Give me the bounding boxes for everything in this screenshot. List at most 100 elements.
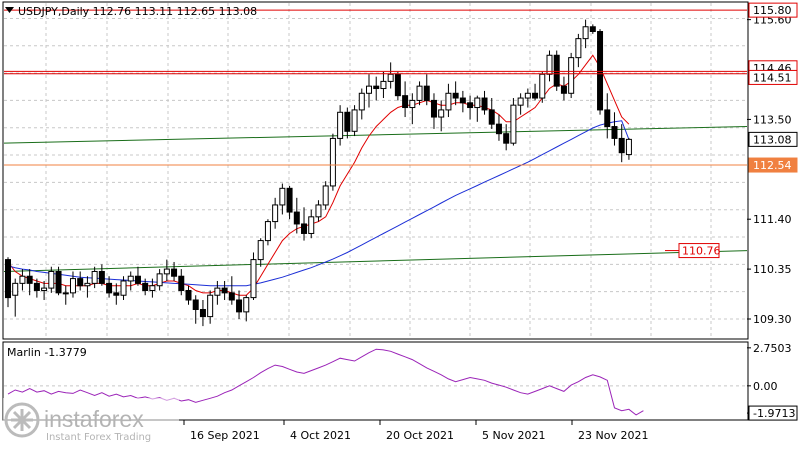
candle <box>416 81 423 106</box>
candle <box>337 105 344 146</box>
brand-tagline: Instant Forex Trading <box>46 432 151 443</box>
price-tick-label: 110.35 <box>753 263 792 276</box>
time-axis: 16 Sep 2021 4 Oct 2021 20 Oct 2021 5 Nov 20… <box>183 420 648 442</box>
candle <box>134 266 141 286</box>
candle <box>366 74 372 108</box>
candle <box>48 266 55 293</box>
candle <box>185 285 192 305</box>
candle <box>452 81 459 106</box>
candle <box>409 93 416 125</box>
candle <box>120 276 127 300</box>
svg-text:113.08: 113.08 <box>753 133 792 146</box>
main-pane-frame <box>2 1 749 340</box>
candle <box>279 183 286 215</box>
candle <box>575 33 582 68</box>
candle <box>459 90 466 113</box>
svg-text:115.80: 115.80 <box>753 4 792 17</box>
brand-name: instaforex <box>44 406 144 432</box>
date-tick-label: 4 Oct 2021 <box>290 429 351 442</box>
candle <box>127 271 134 291</box>
price-tick-label: 109.30 <box>753 313 792 326</box>
candle <box>257 238 264 267</box>
candle <box>329 133 336 191</box>
candle <box>149 278 156 298</box>
candle <box>495 114 502 141</box>
instaforex-logo-icon <box>4 402 40 438</box>
oscillator-tick-label: 2.7503 <box>753 342 792 355</box>
candle <box>611 112 618 146</box>
date-tick-label: 23 Nov 2021 <box>578 429 648 442</box>
svg-text:114.51: 114.51 <box>753 71 792 84</box>
oscillator: 2.7503 0.00 -1.9713 <box>7 342 798 421</box>
candle <box>402 81 409 118</box>
price-tick-label: 111.40 <box>753 213 792 226</box>
candle <box>322 181 329 210</box>
candle <box>539 71 546 103</box>
price-tag: 113.08 <box>748 131 798 147</box>
trendline-1 <box>3 126 748 144</box>
candle <box>604 93 611 139</box>
date-tick-label: 5 Nov 2021 <box>482 429 545 442</box>
svg-text:112.54: 112.54 <box>753 159 792 172</box>
candle <box>163 259 170 281</box>
trendlines <box>3 126 748 272</box>
oscillator-tick-label: 0.00 <box>753 380 778 393</box>
candle <box>358 88 365 120</box>
candle <box>582 19 589 49</box>
candle <box>33 278 40 298</box>
candle <box>214 280 221 305</box>
oscillator-pane-frame <box>2 341 749 421</box>
candle <box>221 280 228 300</box>
candle <box>178 269 185 296</box>
candle <box>26 269 33 296</box>
candle <box>394 71 401 101</box>
candle <box>98 264 105 286</box>
candle <box>625 137 632 160</box>
candle <box>524 88 531 108</box>
candle <box>430 93 437 129</box>
candle <box>12 278 19 317</box>
candle <box>142 278 149 296</box>
candle <box>373 76 380 101</box>
candle <box>236 290 243 319</box>
triangle-down-icon[interactable] <box>5 7 14 13</box>
candle <box>589 24 596 34</box>
candle <box>423 74 430 106</box>
candle <box>438 100 445 132</box>
candle <box>474 95 481 122</box>
candle <box>301 207 308 241</box>
candle <box>69 271 76 298</box>
price-tag: 112.54 <box>748 157 798 173</box>
watermark-logo: instaforex Instant Forex Trading <box>3 398 179 445</box>
candle <box>91 266 98 289</box>
candle <box>41 280 48 300</box>
trendline-annotation: 110.76 <box>665 243 721 259</box>
candle <box>228 276 235 305</box>
candle <box>286 185 293 220</box>
candle <box>250 252 257 300</box>
candle <box>264 219 271 246</box>
price-tick-label: 113.50 <box>753 113 792 126</box>
candle <box>293 197 300 234</box>
candle <box>156 269 163 291</box>
candle <box>481 90 488 115</box>
candle <box>315 200 322 222</box>
candle <box>19 269 26 291</box>
candles <box>5 19 632 327</box>
candle <box>568 52 575 99</box>
candle <box>503 124 510 151</box>
candle <box>62 285 69 305</box>
date-tick-label: 20 Oct 2021 <box>386 429 454 442</box>
main-grid <box>4 3 747 338</box>
oscillator-label: Marlin -1.3779 <box>7 346 87 359</box>
candle <box>171 261 178 281</box>
candle <box>106 276 113 298</box>
candle <box>113 283 120 305</box>
candle <box>192 295 199 324</box>
candle <box>344 107 351 139</box>
candle <box>445 83 452 118</box>
